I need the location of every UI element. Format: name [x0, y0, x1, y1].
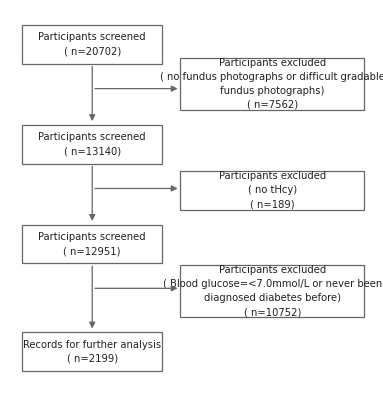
Text: Participants screened
( n=13140): Participants screened ( n=13140): [38, 132, 146, 156]
Text: Participants excluded
( no tHcy)
( n=189): Participants excluded ( no tHcy) ( n=189…: [219, 171, 326, 209]
Text: Participants excluded
( no fundus photographs or difficult gradable
fundus photo: Participants excluded ( no fundus photog…: [160, 58, 383, 110]
Text: Participants screened
( n=12951): Participants screened ( n=12951): [38, 232, 146, 256]
FancyBboxPatch shape: [22, 25, 162, 64]
Text: Records for further analysis
( n=2199): Records for further analysis ( n=2199): [23, 340, 161, 364]
FancyBboxPatch shape: [22, 125, 162, 164]
FancyBboxPatch shape: [22, 332, 162, 371]
Text: Participants excluded
( Blood glucose=<7.0mmol/L or never been
diagnosed diabete: Participants excluded ( Blood glucose=<7…: [163, 265, 382, 317]
FancyBboxPatch shape: [180, 58, 364, 110]
FancyBboxPatch shape: [22, 225, 162, 263]
FancyBboxPatch shape: [180, 265, 364, 317]
Text: Participants screened
( n=20702): Participants screened ( n=20702): [38, 32, 146, 56]
FancyBboxPatch shape: [180, 171, 364, 210]
